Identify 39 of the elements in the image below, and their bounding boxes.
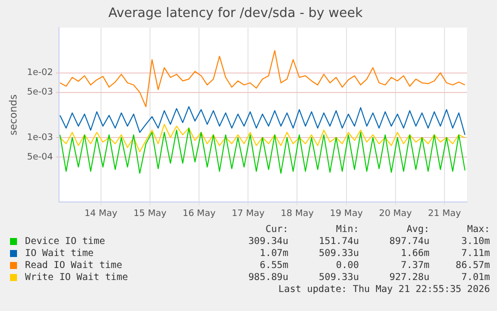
text: Max:	[466, 224, 490, 236]
text: 309.34u	[247, 236, 288, 248]
text: 7.01m	[460, 272, 490, 284]
text: 927.28u	[388, 272, 430, 284]
x-tick-label: 14 May	[84, 208, 118, 219]
text: Min:	[335, 224, 359, 236]
text: 0.00	[335, 260, 359, 272]
text: 7.37m	[400, 260, 430, 272]
text: 86.57m	[454, 260, 490, 272]
x-tick-label: 18 May	[280, 208, 314, 219]
x-tick-label: 20 May	[378, 208, 413, 219]
text: 1.07m	[258, 248, 288, 260]
x-tick-label: 15 May	[134, 208, 168, 219]
text: Avg:	[406, 224, 430, 236]
legend-label: Read IO Wait time	[24, 260, 124, 272]
legend-label: IO Wait time	[24, 248, 95, 260]
text: 7.11m	[460, 248, 490, 260]
y-tick-label: 5e-03	[26, 88, 53, 98]
text: Cur:	[264, 224, 288, 236]
y-tick-label: 1e-02	[26, 68, 53, 78]
text: 509.33u	[318, 272, 359, 284]
text: 6.55m	[258, 260, 288, 272]
y-tick-label: 1e-03	[26, 132, 53, 143]
text: 151.74u	[318, 236, 359, 248]
legend-label: Device IO time	[24, 236, 106, 248]
y-tick-label: 5e-04	[26, 152, 54, 162]
text: Last update: Thu May 21 22:55:35 2026	[277, 284, 490, 296]
x-tick-label: 16 May	[182, 208, 216, 219]
y-axis-title: seconds	[8, 94, 20, 136]
text: 1.66m	[400, 248, 430, 260]
text: 897.74u	[388, 236, 430, 248]
x-tick-label: 17 May	[232, 208, 266, 219]
legend-label: Write IO Wait time	[24, 272, 129, 284]
x-tick-label: 19 May	[330, 208, 364, 219]
text: 985.89u	[247, 272, 288, 284]
x-tick-label: 21 May	[428, 208, 462, 219]
text: 509.33u	[318, 248, 359, 260]
chart-title: Average latency for /dev/sda - by week	[108, 6, 364, 22]
text: 3.10m	[460, 236, 490, 248]
